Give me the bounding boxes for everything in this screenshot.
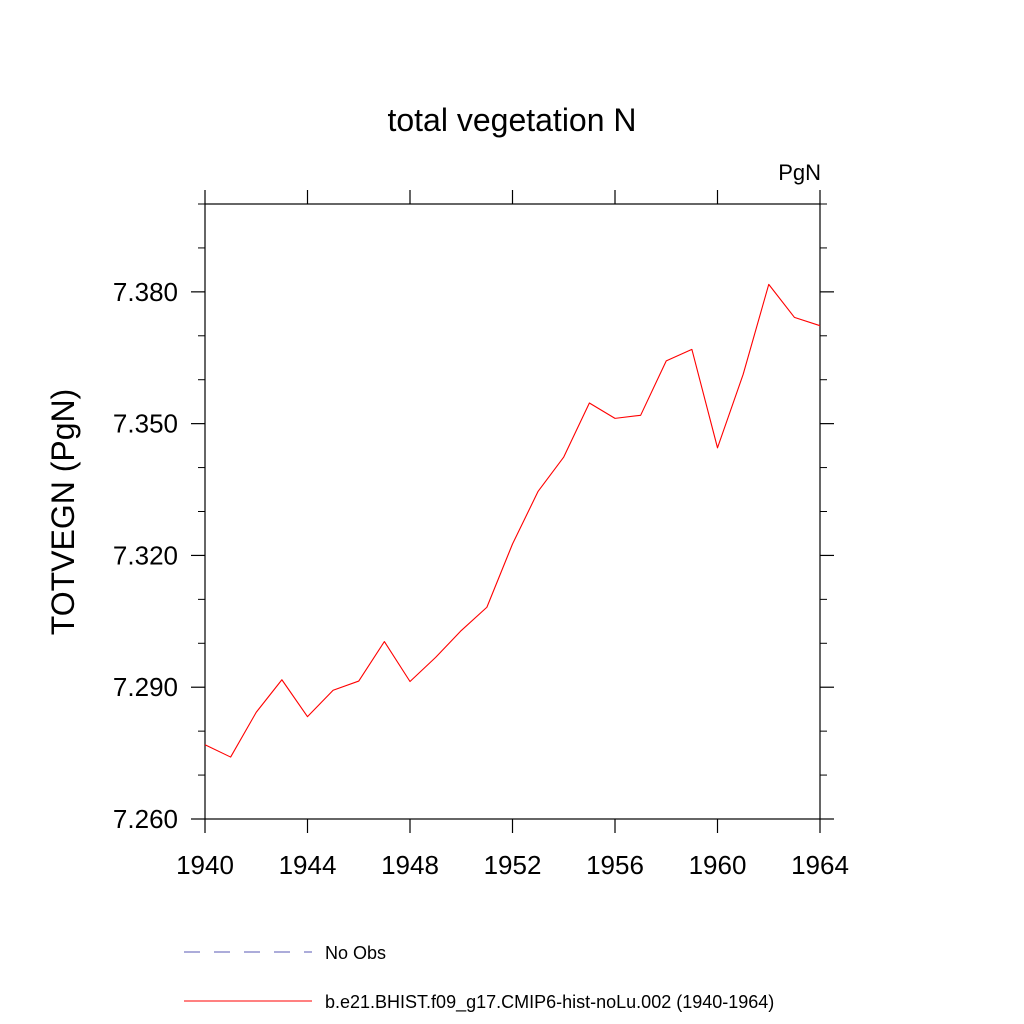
axis-ticks (191, 190, 834, 833)
y-tick-label: 7.350 (113, 409, 178, 439)
y-axis-label: TOTVEGN (PgN) (45, 389, 81, 636)
x-tick-label: 1964 (791, 850, 849, 880)
axis-tick-labels: 1940 1944 1948 1952 1956 1960 1964 7.260 7.290 7.… (113, 277, 849, 880)
units-label: PgN (778, 160, 821, 185)
x-tick-label: 1956 (586, 850, 644, 880)
y-tick-label: 7.290 (113, 672, 178, 702)
x-tick-label: 1952 (484, 850, 542, 880)
series-line (204, 283, 821, 758)
series-layer (204, 283, 821, 758)
chart-title: total vegetation N (387, 102, 636, 138)
y-tick-label: 7.260 (113, 804, 178, 834)
legend-label: b.e21.BHIST.f09_g17.CMIP6-hist-noLu.002 … (325, 992, 774, 1013)
y-tick-label: 7.320 (113, 540, 178, 570)
legend: No Obs b.e21.BHIST.f09_g17.CMIP6-hist-noL… (184, 943, 774, 1013)
legend-label: No Obs (325, 943, 386, 963)
x-tick-label: 1940 (176, 850, 234, 880)
x-tick-label: 1948 (381, 850, 439, 880)
x-tick-label: 1944 (279, 850, 337, 880)
x-tick-label: 1960 (689, 850, 747, 880)
y-tick-label: 7.380 (113, 277, 178, 307)
plot-frame (204, 203, 821, 820)
